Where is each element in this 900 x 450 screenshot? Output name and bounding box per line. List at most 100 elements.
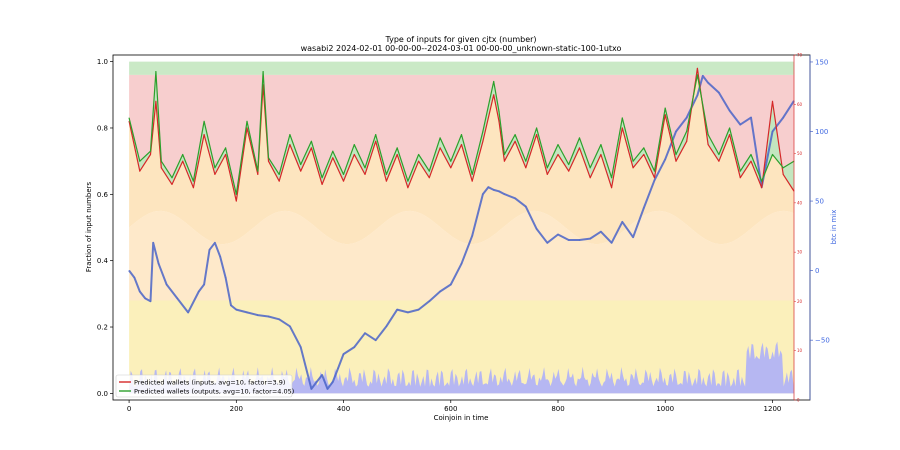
x-tick-label: 400 [337, 405, 350, 413]
series-line-inputs-point [439, 147, 441, 149]
series-line-btc-in-mix-point [611, 242, 613, 244]
y-tick-label: 0.6 [97, 191, 109, 199]
legend-label-outputs: Predicted wallets (outputs, avg=10, fact… [134, 388, 294, 396]
series-line-btc-in-mix-point [653, 179, 656, 181]
series-line-btc-in-mix-point [675, 130, 677, 133]
series-line-btc-in-mix-point [450, 283, 452, 286]
series-line-inputs-point [364, 173, 366, 175]
series-line-btc-in-mix-point [257, 314, 259, 316]
series-line-inputs-point [739, 177, 741, 179]
series-line-inputs-point [396, 153, 398, 156]
series-line-btc-in-mix-point [493, 189, 495, 191]
series-line-inputs-point [696, 67, 699, 69]
series-line-btc-in-mix-point [310, 388, 312, 390]
series-line-outputs-point [182, 153, 184, 156]
area-band-yellow [129, 300, 794, 394]
series-line-inputs-point [611, 187, 613, 189]
series-line-outputs-point [310, 140, 312, 142]
series-line-inputs-point [155, 100, 157, 102]
series-line-btc-in-mix-point [664, 158, 666, 160]
series-line-btc-in-mix-point [267, 315, 270, 318]
series-line-inputs-point [214, 173, 216, 175]
y-tick-label: 1.0 [97, 58, 108, 66]
series-line-inputs-point [310, 147, 312, 149]
right-blue-tick-label: 50 [815, 198, 824, 206]
series-line-btc-in-mix-point [718, 92, 720, 94]
series-line-outputs-point [139, 160, 141, 162]
series-line-btc-in-mix-point [300, 346, 302, 348]
series-line-inputs-point [225, 153, 227, 156]
right-blue-tick-label: 0 [815, 267, 819, 275]
y-tick-label: 0.8 [97, 124, 108, 132]
series-line-outputs-point [761, 180, 763, 182]
series-line-inputs-point [493, 94, 495, 96]
right-red-tick-label: 60 [797, 102, 803, 107]
series-line-btc-in-mix-point [353, 346, 355, 348]
series-line-inputs-point [621, 127, 623, 129]
series-line-btc-in-mix-point [152, 242, 154, 244]
series-line-btc-in-mix [128, 74, 795, 390]
series-line-btc-in-mix-point [407, 311, 409, 313]
series-lines [128, 67, 795, 390]
series-line-outputs-point [782, 167, 784, 169]
series-line-btc-in-mix-point [375, 339, 377, 341]
series-line-outputs-point [589, 167, 591, 169]
series-line-inputs-point [289, 144, 291, 146]
series-line-inputs-point [182, 160, 184, 162]
series-line-btc-in-mix-point [546, 242, 548, 244]
series-line-inputs-point [482, 140, 484, 142]
series-line-inputs-point [192, 187, 194, 189]
series-line-outputs-point [707, 134, 709, 136]
series-line-outputs-point [385, 173, 387, 175]
series-line-inputs-point [782, 173, 784, 175]
series-line-outputs-point [525, 160, 527, 162]
series-line-inputs-point [686, 140, 688, 142]
series-line-btc-in-mix-point [214, 242, 216, 244]
series-line-btc-in-mix-point [219, 256, 221, 258]
series-line-btc-in-mix-point [696, 94, 699, 96]
series-line-inputs-point [761, 187, 763, 189]
series-line-btc-in-mix-point [702, 75, 704, 77]
series-line-outputs-point [482, 130, 484, 132]
series-line-outputs-point [503, 153, 505, 156]
series-line-inputs-point [498, 120, 500, 122]
series-line-inputs-point [385, 180, 387, 182]
series-line-outputs-point [235, 193, 237, 195]
series-line-inputs-point [675, 160, 677, 162]
x-tick-label: 1000 [656, 405, 674, 413]
series-line-outputs-point [643, 147, 645, 149]
series-line-outputs-point [321, 177, 323, 179]
series-line-btc-in-mix-point [782, 117, 784, 119]
series-line-btc-in-mix-point [230, 304, 232, 306]
series-line-outputs-point [611, 177, 613, 179]
series-line-outputs-point [557, 144, 559, 146]
series-line-inputs-point [568, 170, 570, 172]
series-line-outputs-point [739, 170, 741, 172]
x-tick-label: 1200 [764, 405, 782, 413]
series-line-outputs-point [418, 153, 420, 156]
series-line-btc-in-mix-point [707, 82, 709, 84]
series-line-outputs-point [514, 134, 516, 136]
series-line-outputs-point [450, 160, 452, 162]
series-line-btc-in-mix-point [643, 207, 645, 209]
series-line-btc-in-mix-point [364, 332, 366, 334]
series-line-inputs-point [139, 170, 141, 172]
series-line-inputs-point [729, 134, 731, 136]
series-line-inputs-point [375, 140, 377, 142]
right-axis-red: 0 10 20 30 40 50 60 70 [793, 53, 803, 403]
series-line-btc-in-mix-point [750, 117, 752, 119]
series-line-btc-in-mix-point [482, 193, 484, 195]
series-line-btc-in-mix-point [578, 239, 581, 241]
series-line-inputs-point [267, 160, 270, 162]
series-line-btc-in-mix-point [225, 277, 227, 279]
y-axis-label: Fraction of input numbers [85, 181, 93, 272]
series-line-outputs-point [160, 160, 162, 162]
y-tick-label: 0.4 [97, 257, 109, 265]
stacked-areas [129, 61, 794, 394]
series-line-btc-in-mix-point [139, 290, 141, 293]
x-axis-label: Coinjoin in time [434, 414, 489, 422]
series-line-inputs-point [278, 180, 280, 182]
series-line-outputs-point [428, 170, 430, 172]
chart-subtitle: wasabi2 2024-02-01 00-00-00--2024-03-01 … [301, 44, 622, 53]
series-line-inputs-point [664, 114, 666, 116]
